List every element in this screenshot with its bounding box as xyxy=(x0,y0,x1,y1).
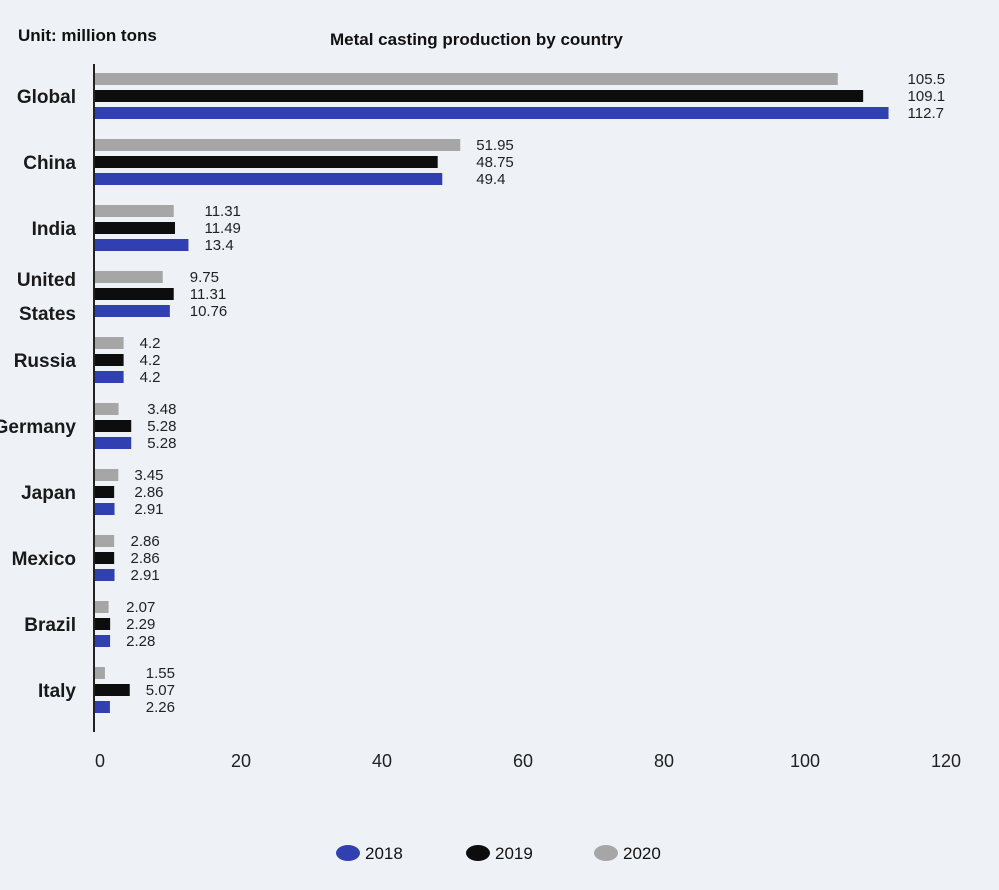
data-label: 2.29 xyxy=(126,616,155,633)
legend-label: 2020 xyxy=(623,844,661,863)
legend-marker-2020 xyxy=(594,845,618,861)
category-label: Italy xyxy=(38,681,76,702)
x-tick-label: 120 xyxy=(931,751,961,771)
x-tick-label: 20 xyxy=(231,751,251,771)
bar-2019 xyxy=(95,552,115,564)
data-label: 11.31 xyxy=(204,203,240,220)
bar-2020 xyxy=(95,469,119,481)
data-label: 2.86 xyxy=(134,484,163,501)
data-label: 49.4 xyxy=(476,171,505,188)
data-label: 2.07 xyxy=(126,599,155,616)
bar-2018 xyxy=(95,305,170,317)
legend-marker-2018 xyxy=(336,845,360,861)
bar-2018 xyxy=(95,437,132,449)
data-label: 5.28 xyxy=(147,418,176,435)
data-label: 2.91 xyxy=(131,567,160,584)
category-label: India xyxy=(32,219,77,240)
data-label: 109.1 xyxy=(908,88,946,105)
category-label: China xyxy=(23,153,76,174)
bar-2018 xyxy=(95,239,189,251)
bar-2018 xyxy=(95,635,111,647)
bar-2019 xyxy=(95,156,438,168)
bar-2019 xyxy=(95,684,130,696)
data-label: 4.2 xyxy=(140,369,161,386)
legend-label: 2018 xyxy=(365,844,403,863)
category-label: Brazil xyxy=(24,615,76,636)
bar-2020 xyxy=(95,337,124,349)
bar-2020 xyxy=(95,205,174,217)
unit-label: Unit: million tons xyxy=(18,26,157,45)
bar-2019 xyxy=(95,288,174,300)
data-label: 105.5 xyxy=(908,71,946,88)
data-label: 1.55 xyxy=(146,665,175,682)
x-tick-label: 40 xyxy=(372,751,392,771)
data-label: 3.48 xyxy=(147,401,176,418)
bar-2020 xyxy=(95,667,105,679)
data-label: 11.31 xyxy=(190,286,226,303)
data-label: 9.75 xyxy=(190,269,219,286)
x-tick-label: 0 xyxy=(95,751,105,771)
chart-title: Metal casting production by country xyxy=(330,30,623,49)
bar-2020 xyxy=(95,271,163,283)
data-label: 4.2 xyxy=(140,335,161,352)
data-label: 3.45 xyxy=(134,467,163,484)
bar-2019 xyxy=(95,420,132,432)
data-label: 5.28 xyxy=(147,435,176,452)
data-label: 2.91 xyxy=(134,501,163,518)
x-tick-label: 100 xyxy=(790,751,820,771)
bar-2020 xyxy=(95,403,119,415)
data-label: 48.75 xyxy=(476,154,514,171)
data-label: 2.26 xyxy=(146,699,175,716)
bar-2019 xyxy=(95,90,864,102)
data-label: 5.07 xyxy=(146,682,175,699)
category-label: United xyxy=(17,270,76,291)
bar-2018 xyxy=(95,701,110,713)
category-label: Germany xyxy=(0,417,76,438)
data-label: 51.95 xyxy=(476,137,514,154)
category-label: States xyxy=(19,304,76,325)
bar-2020 xyxy=(95,139,461,151)
data-label: 11.49 xyxy=(204,220,240,237)
bar-2018 xyxy=(95,569,115,581)
bar-2020 xyxy=(95,535,115,547)
data-label: 112.7 xyxy=(908,105,944,122)
bar-2018 xyxy=(95,107,889,119)
x-tick-label: 60 xyxy=(513,751,533,771)
data-label: 2.86 xyxy=(131,533,160,550)
data-label: 4.2 xyxy=(140,352,161,369)
category-label: Mexico xyxy=(12,549,76,570)
data-label: 2.86 xyxy=(131,550,160,567)
category-label: Russia xyxy=(14,351,77,372)
x-tick-label: 80 xyxy=(654,751,674,771)
bar-2019 xyxy=(95,354,124,366)
category-label: Japan xyxy=(21,483,76,504)
bar-2018 xyxy=(95,503,115,515)
bar-2020 xyxy=(95,73,838,85)
data-label: 2.28 xyxy=(126,633,155,650)
legend-label: 2019 xyxy=(495,844,533,863)
bar-2019 xyxy=(95,618,111,630)
bar-2019 xyxy=(95,222,176,234)
bar-2019 xyxy=(95,486,115,498)
data-label: 10.76 xyxy=(190,303,228,320)
bar-2018 xyxy=(95,371,124,383)
data-label: 13.4 xyxy=(204,237,233,254)
legend-marker-2019 xyxy=(466,845,490,861)
bar-2018 xyxy=(95,173,443,185)
bar-2020 xyxy=(95,601,109,613)
category-label: Global xyxy=(17,87,76,108)
